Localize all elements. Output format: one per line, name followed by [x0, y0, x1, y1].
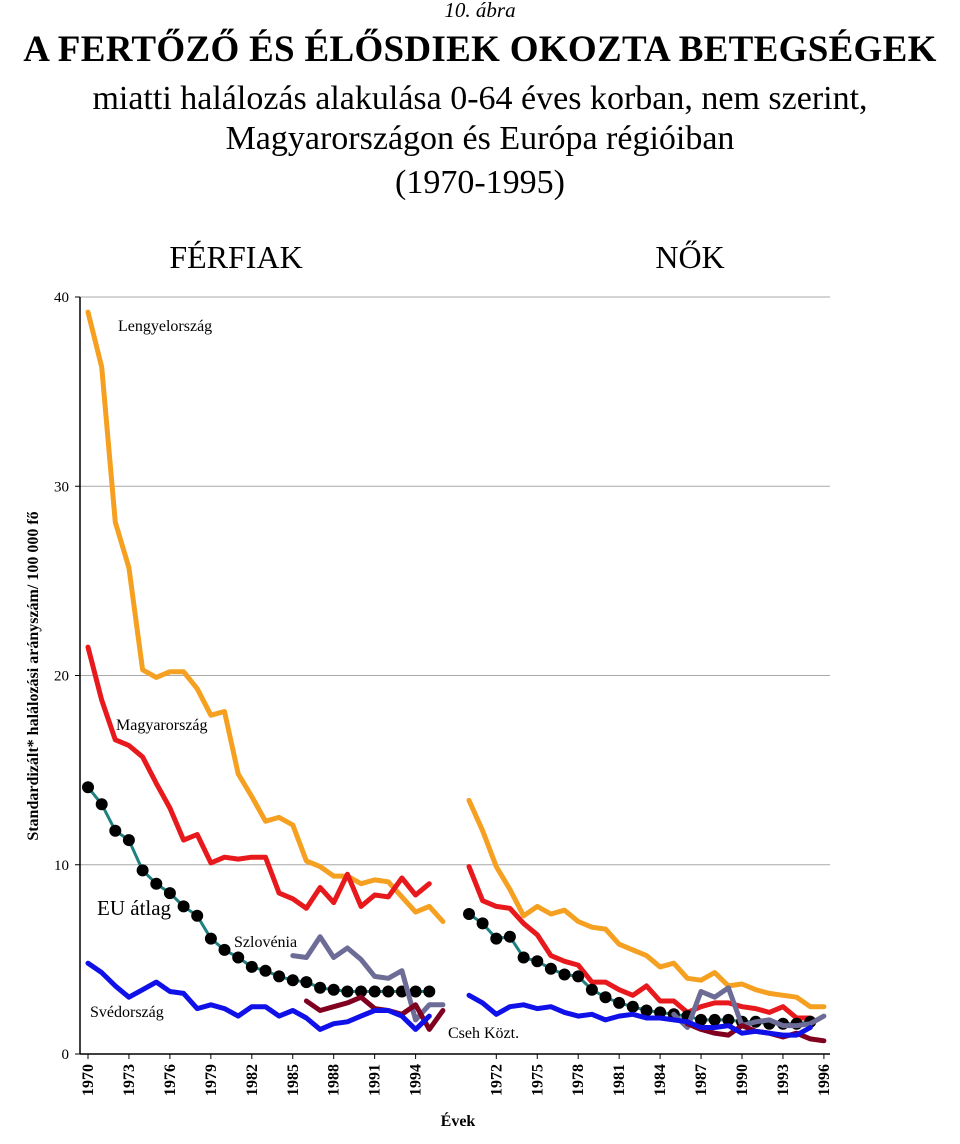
x-tick-label: 1987 [693, 1064, 710, 1096]
data-point-men-eu-atlag [218, 943, 231, 956]
series-line-men-eu-atlag [86, 785, 431, 993]
annotation-eu-atlag: EU átlag [97, 896, 172, 920]
data-point-men-eu-atlag [136, 864, 149, 877]
x-axis-label: Évek [441, 1111, 476, 1130]
data-point-women-eu-atlag [640, 1004, 653, 1017]
data-point-men-eu-atlag [150, 877, 163, 890]
data-point-women-eu-atlag [626, 1000, 639, 1013]
annotation-cseh-kozt: Cseh Közt. [448, 1025, 519, 1042]
gridlines [80, 296, 830, 866]
x-tick-label: 1985 [285, 1064, 302, 1096]
x-tick-label: 1973 [121, 1064, 138, 1096]
data-point-men-eu-atlag [382, 985, 395, 998]
series-line-men-szlovenia [290, 934, 446, 1023]
series-line-men-magyarorszag [85, 644, 432, 911]
data-point-men-eu-atlag [409, 985, 422, 998]
data-point-men-eu-atlag [95, 798, 108, 811]
data-point-women-eu-atlag [503, 930, 516, 943]
data-point-women-eu-atlag [517, 951, 530, 964]
data-point-women-eu-atlag [463, 908, 475, 920]
y-tick-label: 0 [62, 1047, 70, 1063]
data-point-men-eu-atlag [245, 960, 258, 973]
x-tick-label: 1978 [570, 1064, 587, 1096]
data-point-women-eu-atlag [544, 962, 557, 975]
x-tick-label: 1970 [80, 1064, 97, 1096]
data-point-men-eu-atlag [82, 781, 94, 794]
data-point-men-eu-atlag [191, 909, 204, 922]
data-point-women-eu-atlag [722, 1013, 735, 1026]
data-point-men-eu-atlag [122, 834, 135, 847]
data-point-women-eu-atlag [558, 968, 571, 981]
y-axis-label: Standardizált* halálozási arányszám/ 100… [25, 511, 42, 840]
data-point-women-eu-atlag [531, 955, 544, 968]
data-point-women-eu-atlag [585, 983, 598, 996]
data-point-men-eu-atlag [314, 981, 327, 994]
tick-labels: 0 10 20 30 40 1970 1973 1976 1979 1982 1985 1988 199… [54, 290, 833, 1096]
annotation-magyarorszag: Magyarország [116, 717, 208, 734]
data-point-men-eu-atlag [286, 974, 299, 987]
y-tick-label: 30 [54, 479, 69, 495]
series-line-women-lengyelorszag [466, 797, 827, 1010]
x-tick-label: 1996 [816, 1064, 833, 1096]
data-point-women-eu-atlag [708, 1013, 721, 1026]
data-point-women-eu-atlag [613, 996, 626, 1009]
data-point-men-eu-atlag [109, 824, 122, 837]
data-point-men-eu-atlag [204, 932, 217, 945]
x-tick-label: 1993 [775, 1064, 792, 1096]
x-tick-label: 1994 [408, 1064, 425, 1096]
data-point-women-eu-atlag [695, 1013, 707, 1026]
figure-label: 10. ábra [444, 0, 516, 22]
data-point-men-eu-atlag [177, 900, 190, 913]
annotation-szlovenia: Szlovénia [234, 934, 297, 951]
x-tick-label: 1991 [367, 1064, 384, 1096]
data-point-women-eu-atlag [654, 1006, 667, 1019]
data-point-women-eu-atlag [599, 991, 612, 1004]
x-tick-label: 1975 [529, 1064, 546, 1096]
data-point-men-eu-atlag [341, 985, 354, 998]
y-tick-label: 40 [54, 290, 69, 306]
chart-title-line3: Magyarországon és Európa régióiban [225, 120, 735, 157]
x-tick-label: 1990 [734, 1064, 751, 1096]
data-point-men-eu-atlag [273, 970, 286, 983]
chart-title-line4: (1970-1995) [395, 164, 565, 201]
x-tick-label: 1984 [652, 1064, 669, 1096]
data-point-women-eu-atlag [476, 917, 489, 930]
chart-title-line1: A FERTŐZŐ ÉS ÉLŐSDIEK OKOZTA BETEGSÉGEK [23, 29, 937, 70]
series-line-women-svedorszag [466, 992, 813, 1038]
x-tick-label: 1982 [244, 1064, 261, 1096]
data-point-men-eu-atlag [163, 887, 176, 900]
y-tick-label: 20 [54, 669, 69, 685]
data-point-men-eu-atlag [259, 964, 272, 977]
data-point-women-eu-atlag [572, 970, 585, 983]
data-point-men-eu-atlag [368, 985, 381, 998]
y-tick-label: 10 [54, 858, 69, 874]
panel-title-women: NŐK [655, 239, 724, 275]
series-layer [82, 309, 827, 1044]
chart-title-line2: miatti halálozás alakulása 0-64 éves kor… [92, 80, 868, 117]
x-tick-label: 1972 [488, 1064, 505, 1096]
series-line-women-magyarorszag [466, 864, 813, 1021]
data-point-men-eu-atlag [355, 985, 367, 998]
annotation-svedorszag: Svédország [90, 1004, 164, 1021]
data-point-men-eu-atlag [232, 951, 245, 964]
series-line-women-szlovenia [671, 985, 827, 1030]
x-tick-label: 1988 [326, 1064, 343, 1096]
x-tick-label: 1979 [203, 1064, 220, 1096]
data-point-men-eu-atlag [327, 983, 340, 996]
data-point-men-eu-atlag [423, 985, 436, 998]
series-line-men-svedorszag [85, 960, 432, 1032]
panel-title-men: FÉRFIAK [169, 239, 302, 275]
data-point-women-eu-atlag [490, 932, 503, 945]
series-line-men-lengyelorszag [85, 309, 446, 924]
annotation-lengyelorszag: Lengyelország [118, 318, 212, 335]
x-tick-label: 1976 [162, 1064, 179, 1096]
x-tick-label: 1981 [611, 1064, 628, 1096]
data-point-men-eu-atlag [300, 976, 313, 989]
